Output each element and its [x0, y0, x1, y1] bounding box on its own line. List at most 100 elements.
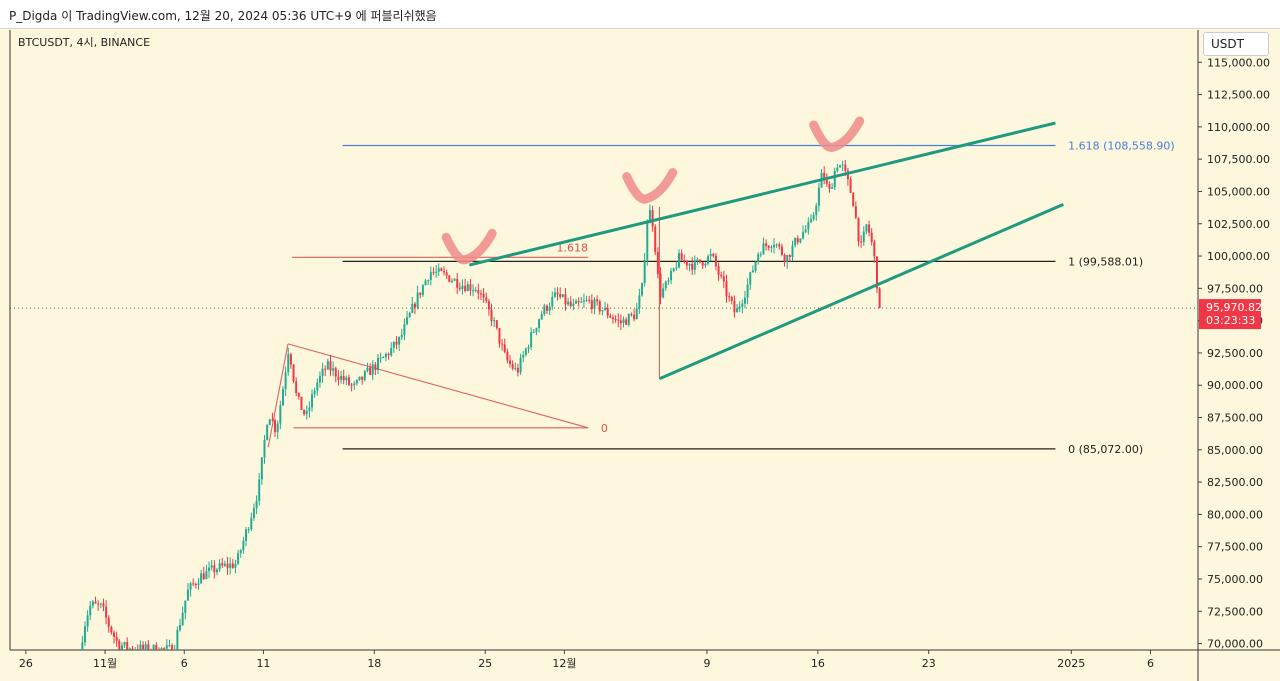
candle-body [754, 261, 757, 271]
candle-body [300, 396, 303, 410]
candle-body [672, 268, 675, 272]
candle-body [799, 238, 802, 243]
candle-body [329, 361, 332, 371]
candle-body [118, 640, 121, 650]
candle-body [635, 308, 638, 320]
candle-body [194, 584, 197, 586]
candle-body [403, 324, 406, 335]
candle-body [675, 267, 678, 269]
x-tick-label: 25 [478, 657, 492, 670]
candle-body [606, 307, 609, 316]
candle-body [287, 354, 290, 373]
candle-body [490, 309, 493, 322]
candle-body [778, 244, 781, 247]
candle-body [435, 271, 438, 273]
candle-body [627, 314, 630, 325]
candle-body [577, 300, 580, 303]
candle-body [231, 563, 234, 568]
candle-body [247, 529, 250, 531]
candle-body [775, 244, 778, 246]
symbol-legend: BTCUSDT, 4시, BINANCE [18, 36, 151, 49]
candle-body [258, 479, 261, 501]
candle-body [860, 241, 863, 243]
candle-body [242, 540, 245, 551]
candle-body [184, 600, 187, 613]
candle-body [712, 254, 715, 256]
candle-body [580, 301, 583, 303]
candle-body [411, 303, 414, 313]
candle-body [728, 296, 731, 298]
candle-body [677, 253, 680, 268]
candle-body [358, 376, 361, 380]
candle-body [406, 317, 409, 325]
currency-select-button[interactable]: USDT [1203, 32, 1269, 56]
y-tick-label: 75,000.00 [1207, 573, 1263, 586]
y-tick-label: 80,000.00 [1207, 508, 1263, 521]
candle-body [337, 376, 340, 380]
candle-body [667, 280, 670, 282]
candle-body [413, 303, 416, 308]
candle-body [440, 268, 443, 271]
candle-body [384, 353, 387, 358]
candle-body [625, 319, 628, 325]
candle-body [303, 409, 306, 415]
candle-body [875, 256, 878, 289]
candle-body [802, 232, 805, 239]
candle-body [421, 285, 424, 295]
candle-body [474, 290, 477, 292]
y-tick-label: 72,500.00 [1207, 605, 1263, 618]
candle-body [812, 215, 815, 220]
candle-body [514, 368, 517, 370]
candle-body [450, 280, 453, 282]
candle-body [868, 224, 871, 233]
wedge-lower-trendline [658, 202, 1064, 381]
candle-body [670, 271, 673, 281]
candle-body [416, 292, 419, 308]
candle-body [691, 263, 694, 270]
candle-body [556, 292, 559, 295]
candle-body [400, 334, 403, 338]
small-fib-label: 0 [601, 422, 608, 435]
current-price-label: 95,970.82 [1206, 301, 1262, 314]
candle-body [355, 379, 358, 384]
check-mark-2 [622, 168, 678, 204]
candle-body [250, 517, 253, 530]
y-tick-label: 107,500.00 [1207, 153, 1270, 166]
wedge-upper-trendline [469, 121, 1056, 267]
candle-body [545, 305, 548, 311]
candle-body [846, 170, 849, 180]
candle-body [638, 295, 641, 309]
candle-body [839, 165, 842, 168]
candle-body [105, 606, 108, 618]
candle-body [271, 419, 274, 421]
fib-level-label: 1.618 (108,558.90) [1068, 139, 1175, 152]
candle-body [633, 314, 636, 320]
candle-body [279, 405, 282, 424]
candle-body [186, 589, 189, 601]
candle-body [757, 254, 760, 262]
candle-body [472, 290, 475, 292]
candle-body [878, 288, 881, 309]
candle-body [137, 651, 139, 652]
candle-body [765, 243, 768, 246]
candle-body [662, 288, 665, 298]
candle-body [786, 254, 789, 263]
x-tick-label: 16 [811, 657, 825, 670]
candle-body [305, 410, 308, 415]
candle-body [197, 583, 200, 585]
candle-body [516, 368, 519, 373]
candle-body [680, 253, 683, 261]
candle-body [334, 368, 337, 377]
candle-body [807, 222, 810, 230]
candle-body [828, 183, 831, 189]
candle-body [825, 179, 828, 184]
y-tick-label: 70,000.00 [1207, 638, 1263, 651]
candle-body [395, 341, 398, 345]
candle-body [392, 341, 395, 348]
candle-body [311, 394, 314, 408]
candle-body [736, 308, 739, 313]
candle-body [741, 303, 744, 307]
candle-body [509, 360, 512, 364]
candle-body [654, 226, 657, 253]
